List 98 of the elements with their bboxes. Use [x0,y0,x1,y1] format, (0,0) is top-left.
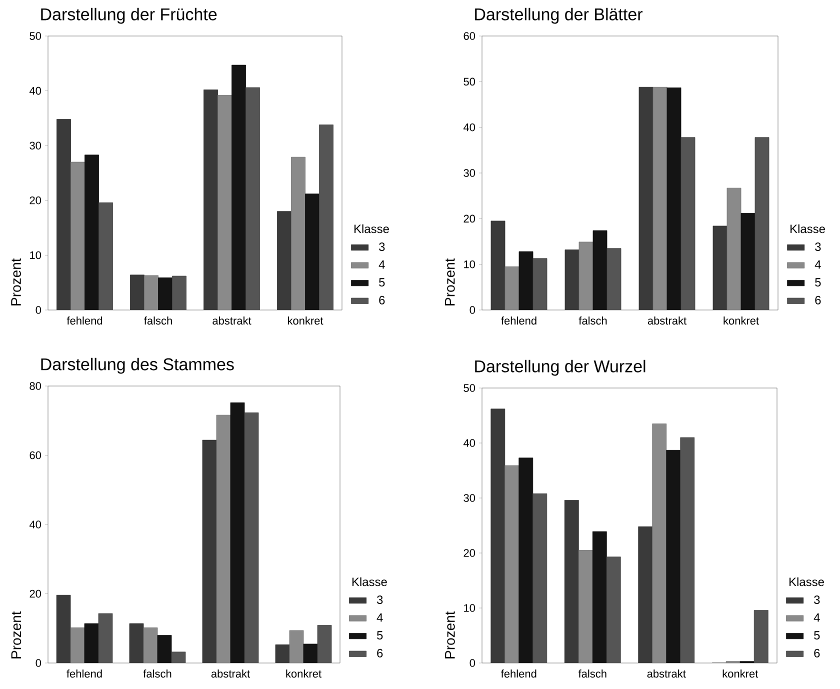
x-tick-label: abstrakt [648,316,686,325]
y-tick-label: 20 [464,549,476,557]
x-tick-label: fehlend [500,670,536,678]
legend-label: 3 [379,242,385,252]
bar [70,627,85,663]
chart-title: Darstellung der Wurzel [475,360,646,376]
chart-title: Darstellung des Stammes [41,358,234,374]
y-axis-title: Prozent [11,611,22,658]
legend-label: 4 [378,260,385,269]
y-tick-label: 30 [464,169,476,177]
y-tick-label: 20 [30,196,42,204]
bar [232,64,246,310]
bar [504,266,520,310]
x-tick-label: falsch [578,670,606,678]
y-axis-title: Prozent [445,611,455,658]
legend-label: 3 [815,242,821,252]
x-tick-label: fehlend [66,316,102,325]
y-axis-title: Prozent [11,258,21,306]
bar [277,211,292,310]
bar [578,550,593,663]
bar [291,156,306,310]
y-tick-label: 10 [30,251,42,260]
bar [578,242,594,310]
bar [202,440,217,663]
y-tick-label: 60 [464,32,476,40]
y-tick-label: 40 [29,86,42,95]
legend-label: 4 [814,260,821,269]
bar [129,623,144,663]
legend-title: Klasse [789,577,824,586]
y-tick-label: 30 [30,142,42,150]
bar [218,94,232,310]
y-tick-label: 40 [463,439,476,447]
bar [652,86,668,310]
legend-label: 6 [815,296,821,304]
legend-label: 4 [814,613,820,622]
x-tick-label: falsch [578,316,607,325]
bar [84,154,99,310]
legend-label: 4 [376,613,383,622]
bar [289,630,304,663]
y-tick-label: 40 [463,123,476,132]
legend-label: 6 [379,296,385,304]
legend-label: 5 [377,631,383,640]
bar [70,162,85,310]
y-tick-label: 50 [464,78,476,86]
bar [305,194,320,310]
legend-label: 3 [814,596,820,604]
legend-label: 6 [377,648,383,658]
x-tick-label: falsch [144,316,172,325]
y-tick-label: 20 [464,214,476,223]
bar [652,424,667,663]
y-tick-label: 80 [30,382,42,390]
bar [56,594,71,663]
bar [504,465,520,663]
y-tick-label: 30 [464,494,476,502]
chart-title: Darstellung der Blätter [475,8,643,24]
bar [130,274,144,310]
y-tick-label: 10 [464,604,476,612]
bar [204,90,218,310]
legend-title: Klasse [352,577,387,586]
x-tick-label: konkret [722,670,758,678]
bar [216,414,231,663]
legend-label: 5 [815,278,821,287]
y-tick-label: 10 [464,260,476,268]
y-tick-label: 50 [30,32,42,40]
y-tick-label: 0 [36,306,42,314]
bar [726,188,742,310]
legend-label: 5 [814,631,820,640]
bar [143,627,158,663]
bar [666,450,681,663]
bar [56,119,71,310]
x-tick-label: konkret [286,670,322,678]
bar [592,531,607,663]
y-tick-label: 60 [30,451,42,460]
x-tick-label: konkret [724,316,759,325]
y-axis-title: Prozent [445,258,455,306]
y-tick-label: 0 [36,659,42,667]
y-tick-label: 0 [470,306,476,314]
x-tick-label: abstrakt [211,670,250,678]
legend-title: Klasse [790,224,825,234]
legend-label: 3 [376,596,383,604]
legend-label: 5 [379,278,385,287]
y-tick-label: 0 [470,659,476,667]
x-tick-label: abstrakt [212,316,252,325]
x-tick-label: fehlend [501,316,536,325]
y-tick-label: 50 [464,384,476,392]
bar [158,277,172,310]
legend-title: Klasse [354,224,389,234]
bar [144,275,158,310]
y-tick-label: 20 [30,590,42,598]
legend-label: 6 [814,648,820,658]
bar [275,644,290,663]
x-tick-label: abstrakt [647,670,686,678]
chart-title: Darstellung der Früchte [41,8,217,24]
x-tick-label: konkret [288,316,324,325]
x-tick-label: falsch [143,670,172,678]
bar [518,458,534,663]
x-tick-label: fehlend [66,670,102,678]
y-tick-label: 40 [29,520,42,528]
